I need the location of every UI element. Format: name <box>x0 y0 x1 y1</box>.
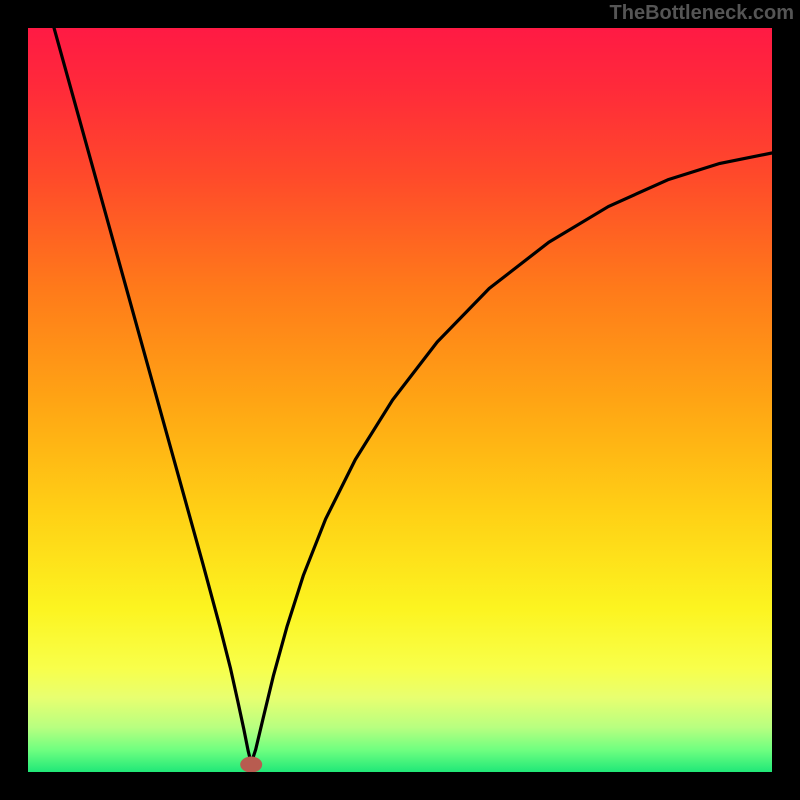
bottleneck-chart <box>0 0 800 800</box>
attribution-text: TheBottleneck.com <box>610 2 794 25</box>
chart-gradient-background <box>28 28 772 772</box>
minimum-marker <box>240 757 262 773</box>
chart-svg <box>0 0 800 800</box>
